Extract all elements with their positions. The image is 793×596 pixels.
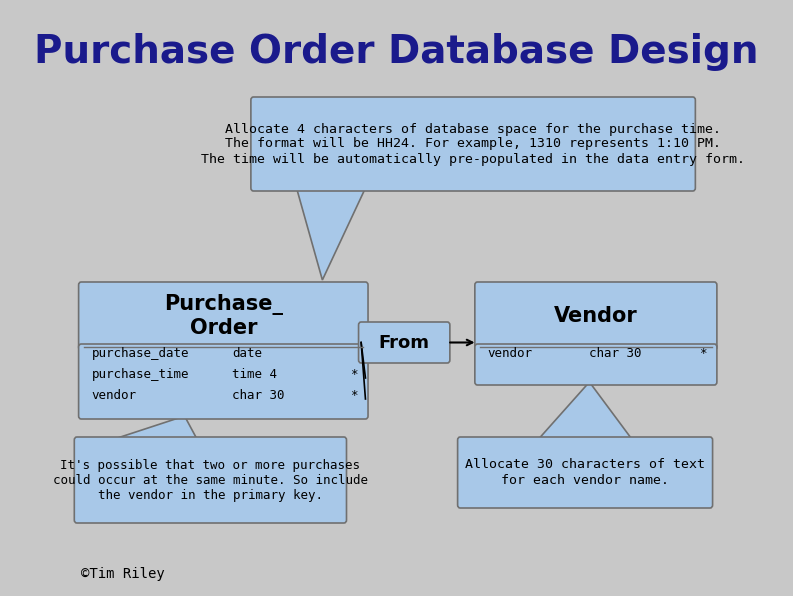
- Text: ©Tim Riley: ©Tim Riley: [81, 567, 165, 581]
- Text: char 30: char 30: [589, 347, 642, 360]
- Text: Allocate 4 characters of database space for the purchase time.
The format will b: Allocate 4 characters of database space …: [201, 123, 745, 166]
- Text: time 4: time 4: [232, 368, 277, 381]
- Text: purchase_date: purchase_date: [91, 347, 189, 360]
- Text: purchase_time: purchase_time: [91, 368, 189, 381]
- Text: Allocate 30 characters of text
for each vendor name.: Allocate 30 characters of text for each …: [465, 458, 705, 486]
- FancyBboxPatch shape: [79, 344, 368, 419]
- Text: *: *: [350, 389, 358, 402]
- FancyBboxPatch shape: [251, 97, 695, 191]
- Text: *: *: [350, 368, 358, 381]
- FancyBboxPatch shape: [358, 322, 450, 363]
- FancyBboxPatch shape: [79, 282, 368, 350]
- Polygon shape: [111, 416, 197, 440]
- Text: char 30: char 30: [232, 389, 285, 402]
- Text: date: date: [232, 347, 262, 360]
- Text: Vendor: Vendor: [554, 306, 638, 326]
- Text: It's possible that two or more purchases
could occur at the same minute. So incl: It's possible that two or more purchases…: [53, 458, 368, 501]
- Text: vendor: vendor: [91, 389, 136, 402]
- Polygon shape: [538, 382, 633, 440]
- FancyBboxPatch shape: [475, 282, 717, 350]
- Text: vendor: vendor: [488, 347, 533, 360]
- FancyBboxPatch shape: [475, 344, 717, 385]
- Text: Purchase Order Database Design: Purchase Order Database Design: [34, 33, 759, 71]
- FancyBboxPatch shape: [458, 437, 713, 508]
- Text: From: From: [379, 334, 430, 352]
- Polygon shape: [297, 188, 366, 280]
- Text: *: *: [699, 347, 707, 360]
- Text: Purchase_
Order: Purchase_ Order: [164, 294, 283, 338]
- FancyBboxPatch shape: [75, 437, 347, 523]
